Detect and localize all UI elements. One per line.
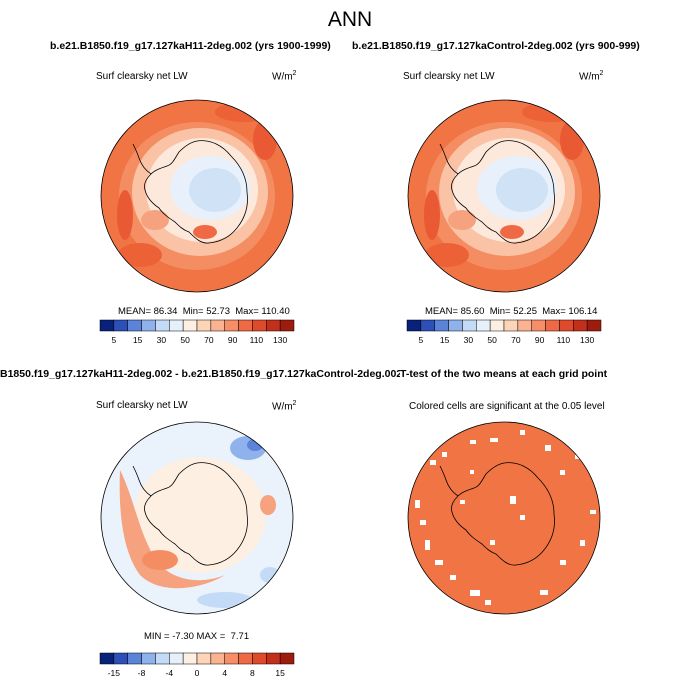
colorbar-tick-label: -4 (165, 668, 174, 678)
map-border-bottom-left (100, 421, 294, 615)
colorbar-swatch (586, 319, 602, 332)
colorbar-swatch (238, 652, 253, 665)
colorbar-tick-label: 30 (156, 335, 167, 345)
colorbar-swatch (420, 319, 435, 332)
colorbar-swatch (252, 319, 267, 332)
colorbar-swatch (279, 319, 295, 332)
stats-top-right: MEAN= 85.60 Min= 52.25 Max= 106.14 (425, 306, 598, 317)
colorbar-swatch (155, 319, 170, 332)
colorbar-swatch (169, 652, 184, 665)
subtitle-top-left: Surf clearsky net LW (96, 71, 188, 82)
colorbar-tick-label: 130 (273, 335, 288, 345)
colorbar-tick-label: -8 (137, 668, 146, 678)
subtitle-bottom-left: Surf clearsky net LW (96, 400, 188, 411)
map-border-top-left (100, 99, 294, 293)
colorbar-swatch (169, 319, 184, 332)
colorbar-swatch (238, 319, 253, 332)
colorbar-swatch (224, 319, 239, 332)
colorbar-tick-label: 15 (132, 335, 143, 345)
colorbar-swatch (113, 652, 128, 665)
colorbar-tick-label: 5 (111, 335, 117, 345)
colorbar-tick-label: 110 (556, 335, 571, 345)
colorbar-swatch (573, 319, 588, 332)
colorbar-swatch (434, 319, 449, 332)
colorbar-tick-label: 50 (180, 335, 190, 345)
colorbar-swatch (210, 319, 225, 332)
units-top-right: W/m2 (579, 70, 604, 83)
colorbar-swatch (517, 319, 532, 332)
colorbar-swatch (252, 652, 267, 665)
main-title: ANN (327, 8, 373, 31)
colorbar-swatch (448, 319, 463, 332)
colorbar-tick-label: 0 (194, 668, 200, 678)
colorbar-swatch (462, 319, 477, 332)
colorbar-tick-label: 50 (487, 335, 497, 345)
panel-title-bottom-left: B1850.f19_g17.127kaH11-2deg.002 - b.e21.… (0, 368, 403, 380)
colorbar-tick-label: 8 (250, 668, 255, 678)
colorbar-tick-label: 15 (439, 335, 450, 345)
subtitle-top-right: Surf clearsky net LW (403, 71, 495, 82)
colorbar-swatch (113, 319, 128, 332)
colorbar-swatch (141, 652, 156, 665)
colorbar-tick-label: 5 (418, 335, 424, 345)
colorbar-tick-label: 90 (227, 335, 238, 345)
colorbar-top-left (99, 319, 295, 332)
stats-top-left: MEAN= 86.34 Min= 52.73 Max= 110.40 (118, 306, 290, 317)
colorbar-swatch (531, 319, 546, 332)
colorbar-tick-label: 90 (534, 335, 545, 345)
colorbar-tick-label: 30 (463, 335, 474, 345)
colorbar-swatch (210, 652, 225, 665)
colorbar-swatch (182, 652, 198, 665)
colorbar-swatch (476, 319, 491, 332)
colorbar-swatch (127, 652, 142, 665)
colorbar-swatch (266, 319, 281, 332)
subtitle-bottom-right: Colored cells are significant at the 0.0… (409, 401, 605, 412)
map-border-bottom-right (407, 421, 601, 615)
colorbar-swatch (489, 319, 505, 332)
colorbar-tick-label: 130 (580, 335, 595, 345)
panel-title-bottom-right: T-test of the two means at each grid poi… (400, 368, 608, 380)
colorbar-tick-label: 15 (275, 668, 285, 678)
colorbar-swatch (155, 652, 170, 665)
map-top-right (408, 100, 600, 292)
colorbar-swatch (182, 319, 198, 332)
colorbar-swatch (141, 319, 156, 332)
colorbar-tick-label: 4 (222, 668, 228, 678)
colorbar-swatch (224, 652, 239, 665)
colorbar-swatch (196, 652, 212, 665)
colorbar-swatch (127, 319, 142, 332)
colorbar-swatch (545, 319, 560, 332)
colorbar-swatch (196, 319, 212, 332)
colorbar-swatch (406, 319, 422, 332)
map-bottom-right (408, 422, 600, 614)
colorbar-top-right (406, 319, 602, 332)
map-border-top-right (407, 99, 601, 293)
colorbar-swatch (279, 652, 295, 665)
colorbar-tick-label: 70 (204, 335, 214, 345)
colorbar-tick-label: 70 (511, 335, 521, 345)
panel-title-top-left: b.e21.B1850.f19_g17.127kaH11-2deg.002 (y… (50, 40, 331, 52)
map-bottom-left (101, 422, 293, 614)
map-top-left (101, 100, 293, 292)
units-bottom-left: W/m2 (272, 400, 297, 413)
colorbar-bottom-left (99, 652, 295, 665)
colorbar-swatch (559, 319, 574, 332)
units-top-left: W/m2 (272, 70, 297, 83)
colorbar-swatch (99, 319, 115, 332)
colorbar-swatch (99, 652, 115, 665)
stats-bottom-left: MIN = -7.30 MAX = 7.71 (144, 631, 250, 642)
colorbar-swatch (266, 652, 281, 665)
panel-title-top-right: b.e21.B1850.f19_g17.127kaControl-2deg.00… (352, 40, 640, 52)
colorbar-swatch (503, 319, 519, 332)
colorbar-tick-label: -15 (107, 668, 120, 678)
colorbar-tick-label: 110 (249, 335, 264, 345)
